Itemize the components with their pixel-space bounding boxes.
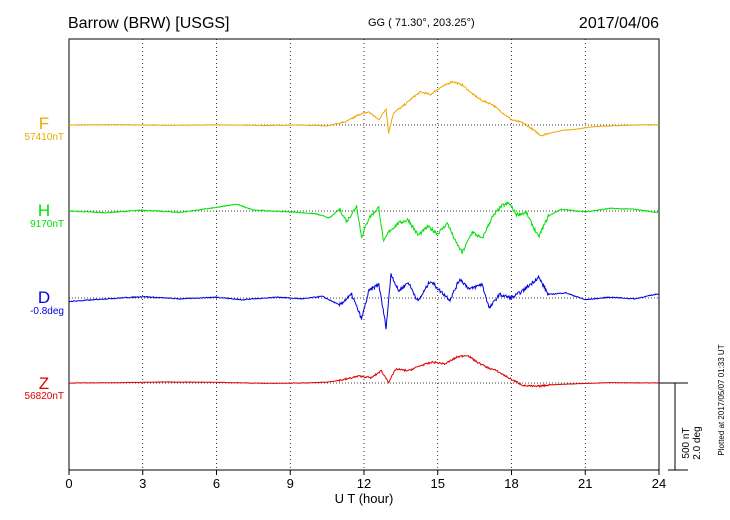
baseline-value-z: 56820nT	[25, 391, 64, 402]
x-tick-label: 0	[65, 476, 72, 491]
series-name-h: H	[38, 201, 50, 220]
plotted-timestamp: Plotted at 2017/05/07 01:33 UT	[717, 344, 726, 455]
series-name-d: D	[38, 288, 50, 307]
scale-nt-label: 500 nT	[681, 427, 692, 458]
scale-bar: 500 nT 2.0 deg	[659, 382, 703, 471]
date-label: 2017/04/06	[579, 15, 659, 32]
x-tick-label: 15	[431, 476, 445, 491]
x-tick-label: 18	[504, 476, 518, 491]
baseline-value-h: 9170nT	[30, 219, 64, 230]
vertical-grid	[142, 39, 586, 470]
series-line-z	[69, 354, 659, 388]
series-name-f: F	[39, 114, 49, 133]
scale-deg-label: 2.0 deg	[692, 426, 703, 459]
x-tick-label: 6	[213, 476, 220, 491]
x-tick-label: 9	[287, 476, 294, 491]
baseline-value-f: 57410nT	[25, 132, 64, 143]
baseline-value-d: -0.8deg	[30, 306, 64, 317]
series-line-d	[69, 273, 660, 330]
x-tick-label: 12	[357, 476, 371, 491]
x-tick-label: 24	[652, 476, 666, 491]
station-title: Barrow (BRW) [USGS]	[68, 15, 230, 32]
series-name-z: Z	[39, 374, 49, 393]
coordinates-label: GG ( 71.30°, 203.25°)	[368, 17, 475, 29]
x-axis-label: U T (hour)	[335, 491, 394, 506]
series-line-f	[68, 80, 660, 137]
x-tick-label: 21	[578, 476, 592, 491]
series-line-h	[68, 201, 659, 255]
series-traces	[68, 80, 660, 388]
baselines	[69, 124, 659, 384]
x-axis-ticks: 0 3 6 9 12 15 18 21 24	[65, 470, 666, 491]
x-tick-label: 3	[139, 476, 146, 491]
